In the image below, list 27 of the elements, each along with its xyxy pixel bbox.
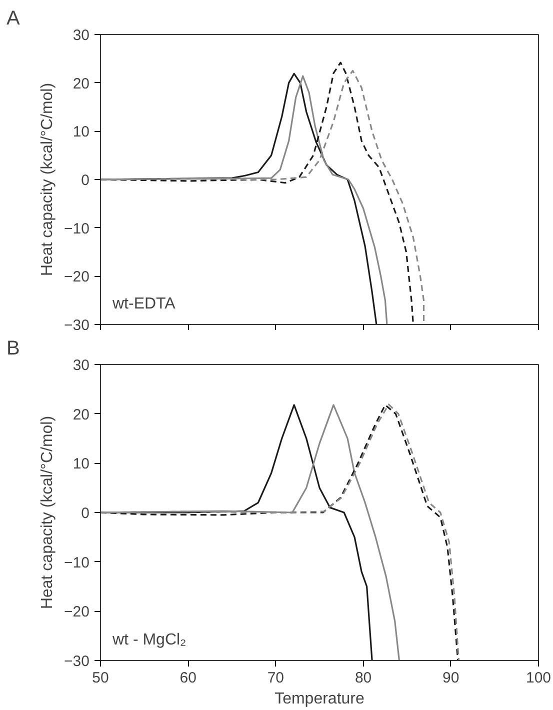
- x-tick-label: 100: [526, 670, 552, 686]
- y-tick-label: 10: [72, 124, 90, 141]
- y-tick-label: 0: [81, 505, 90, 522]
- y-tick-label: −30: [64, 317, 90, 334]
- y-tick-label: 20: [72, 406, 90, 424]
- y-tick-label: 30: [72, 357, 90, 374]
- x-tick-label: 80: [354, 670, 372, 686]
- chart-title: B: [6, 338, 20, 360]
- y-tick-label: −20: [64, 268, 90, 286]
- y-tick-label: 0: [81, 172, 90, 189]
- y-tick-label: −10: [64, 220, 90, 238]
- x-tick-label: 70: [267, 670, 284, 686]
- y-tick-label: −10: [64, 554, 90, 572]
- x-tick-label: 60: [180, 670, 196, 686]
- x-tick-label: 50: [92, 670, 109, 686]
- x-tick-label: 90: [442, 670, 460, 686]
- annotation: wt - MgCl₂: [112, 632, 186, 648]
- y-axis-title: Heat capacity (kcal/°C/mol): [39, 416, 56, 610]
- y-tick-label: −20: [64, 604, 90, 621]
- y-tick-label: 10: [72, 456, 90, 473]
- y-tick-label: 30: [72, 27, 90, 44]
- x-axis-title: Temperature: [274, 690, 365, 708]
- annotation: wt-EDTA: [112, 296, 176, 312]
- y-axis-title: Heat capacity (kcal/°C/mol): [39, 82, 56, 276]
- chart-title: A: [6, 8, 20, 30]
- y-tick-label: 20: [72, 75, 90, 92]
- y-tick-label: −30: [64, 653, 90, 670]
